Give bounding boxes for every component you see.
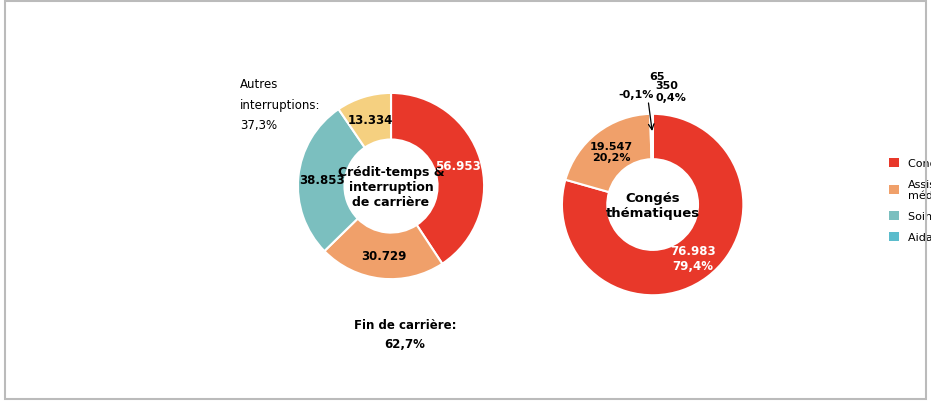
- Text: Crédit-temps &
interruption
de carrière: Crédit-temps & interruption de carrière: [338, 165, 444, 208]
- Text: 56.953: 56.953: [435, 160, 480, 173]
- Wedge shape: [650, 115, 653, 160]
- Text: 37,3%: 37,3%: [240, 119, 277, 132]
- Text: 350
0,4%: 350 0,4%: [655, 81, 686, 103]
- Text: 62,7%: 62,7%: [385, 337, 425, 350]
- Legend: Congé parental, Assistance
médicale, Soins palliatifs, Aidants proches: Congé parental, Assistance médicale, Soi…: [889, 158, 931, 243]
- Wedge shape: [562, 115, 743, 296]
- Wedge shape: [298, 110, 365, 251]
- Text: Autres: Autres: [240, 78, 278, 91]
- Text: Congés
thématiques: Congés thématiques: [605, 191, 700, 219]
- Wedge shape: [339, 94, 391, 148]
- Text: Fin de carrière:: Fin de carrière:: [354, 318, 456, 331]
- Wedge shape: [324, 219, 442, 279]
- Text: 30.729: 30.729: [361, 249, 406, 262]
- Wedge shape: [565, 115, 652, 192]
- Text: 76.983
79,4%: 76.983 79,4%: [670, 245, 716, 272]
- Text: 65: 65: [650, 71, 665, 81]
- Wedge shape: [391, 94, 484, 264]
- Text: 19.547
20,2%: 19.547 20,2%: [590, 142, 633, 163]
- Text: 38.853: 38.853: [299, 173, 344, 186]
- Text: -0,1%: -0,1%: [618, 90, 654, 99]
- Text: interruptions:: interruptions:: [240, 98, 320, 111]
- Text: 13.334: 13.334: [348, 113, 393, 126]
